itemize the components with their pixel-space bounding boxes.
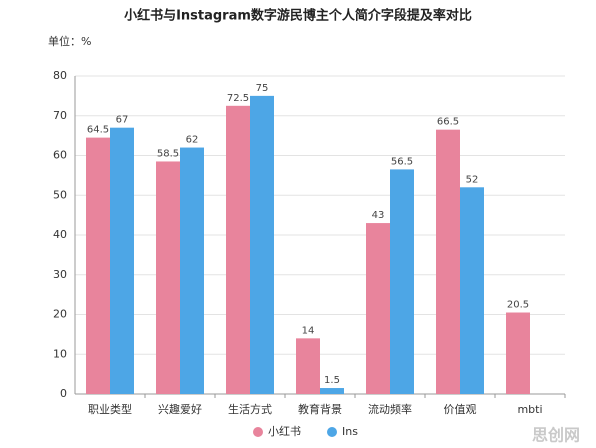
y-tick-label: 40 <box>53 228 67 241</box>
bar <box>320 388 344 394</box>
value-label: 52 <box>466 174 479 185</box>
bar <box>86 137 110 395</box>
y-tick-label: 80 <box>53 69 67 82</box>
legend-marker <box>253 427 263 437</box>
bar <box>366 223 390 394</box>
legend-marker <box>327 427 337 437</box>
value-label: 14 <box>302 325 315 336</box>
value-label: 66.5 <box>437 117 459 128</box>
value-label: 58.5 <box>157 148 179 159</box>
value-label: 64.5 <box>87 125 109 136</box>
y-tick-label: 30 <box>53 268 67 281</box>
bar <box>390 169 414 394</box>
x-tick-label: 教育背景 <box>298 402 342 416</box>
value-label: 72.5 <box>227 93 249 104</box>
legend-label: 小红书 <box>268 425 301 438</box>
value-label: 62 <box>186 135 199 146</box>
value-label: 43 <box>372 210 385 221</box>
bar <box>250 95 274 394</box>
bar <box>296 338 320 394</box>
x-tick-label: 生活方式 <box>228 402 272 416</box>
bar <box>436 129 460 394</box>
bar <box>506 312 530 394</box>
x-tick-label: 职业类型 <box>88 402 132 416</box>
y-unit: 单位：% <box>48 34 91 48</box>
x-tick-label: 流动频率 <box>368 402 412 416</box>
value-label: 56.5 <box>391 156 413 167</box>
value-label: 67 <box>116 115 129 126</box>
watermark: 思创网 <box>532 426 580 445</box>
chart-title: 小红书与Instagram数字游民博主个人简介字段提及率对比 <box>124 8 472 24</box>
y-tick-label: 0 <box>60 387 67 400</box>
legend-label: Ins <box>342 425 358 438</box>
y-tick-label: 50 <box>53 188 67 201</box>
x-tick-label: mbti <box>517 403 542 416</box>
bar <box>460 187 484 394</box>
bar <box>110 127 134 395</box>
bar <box>156 161 180 394</box>
value-label: 20.5 <box>507 300 529 311</box>
x-tick-label: 兴趣爱好 <box>158 402 202 416</box>
value-label: 1.5 <box>324 375 340 386</box>
y-tick-label: 20 <box>53 308 67 321</box>
y-tick-label: 60 <box>53 149 67 162</box>
y-tick-label: 70 <box>53 109 67 122</box>
value-label: 75 <box>256 83 269 94</box>
bar <box>180 147 204 394</box>
bar <box>226 105 250 394</box>
y-tick-label: 10 <box>53 347 67 360</box>
x-tick-label: 价值观 <box>444 403 477 416</box>
